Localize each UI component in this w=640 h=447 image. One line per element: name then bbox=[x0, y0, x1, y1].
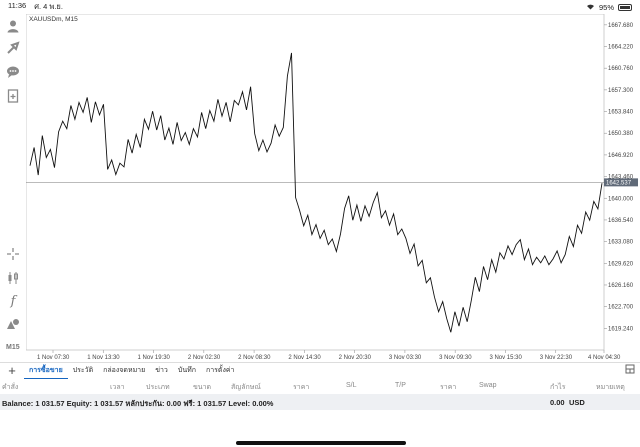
col-type: ประเภท bbox=[146, 384, 170, 391]
y-tick-label: 1626.160 bbox=[608, 283, 634, 289]
col-price-current: ราคา bbox=[440, 384, 457, 391]
col-comment: หมายเหตุ bbox=[596, 384, 625, 391]
x-tick-label: 1 Nov 07:30 bbox=[37, 355, 70, 361]
x-tick-label: 4 Nov 04:30 bbox=[588, 355, 621, 361]
bottom-tabs: + การซื้อขาย ประวัติ กล่องจดหมาย ข่าว บั… bbox=[0, 362, 640, 379]
x-tick-label: 1 Nov 19:30 bbox=[138, 355, 171, 361]
col-price: ราคา bbox=[293, 384, 310, 391]
objects-icon[interactable] bbox=[5, 316, 21, 332]
y-tick-label: 1657.300 bbox=[608, 88, 634, 94]
x-tick-label: 3 Nov 22:30 bbox=[540, 355, 573, 361]
wifi-icon bbox=[586, 3, 595, 12]
candles-icon[interactable] bbox=[5, 270, 21, 286]
col-profit: กำไร bbox=[550, 384, 566, 391]
x-tick-label: 2 Nov 20:30 bbox=[339, 355, 372, 361]
status-time: 11:36 bbox=[8, 1, 27, 10]
x-tick-label: 1 Nov 13:30 bbox=[87, 355, 120, 361]
col-order: คำสั่ง bbox=[2, 384, 19, 391]
status-date: ศ. 4 พ.ย. bbox=[34, 2, 63, 11]
x-tick-label: 3 Nov 15:30 bbox=[489, 355, 522, 361]
user-icon[interactable] bbox=[5, 18, 21, 34]
col-swap: Swap bbox=[479, 382, 497, 389]
y-tick-label: 1660.760 bbox=[608, 66, 634, 72]
x-tick-label: 2 Nov 14:30 bbox=[288, 355, 321, 361]
trade-table-header: คำสั่ง เวลา ประเภท ขนาด สัญลักษณ์ ราคา S… bbox=[0, 379, 640, 393]
current-price-text: 1642.537 bbox=[606, 180, 632, 186]
home-indicator bbox=[236, 441, 406, 445]
chart-canvas[interactable]: XAUUSDm, M15 1667.680 1664.220 1660.760 165… bbox=[26, 14, 640, 364]
y-tick-label: 1633.080 bbox=[608, 240, 634, 246]
crosshair-icon[interactable] bbox=[5, 246, 21, 262]
x-tick-label: 2 Nov 02:30 bbox=[188, 355, 221, 361]
y-tick-label: 1640.000 bbox=[608, 196, 634, 202]
symbol-label: XAUUSDm, M15 bbox=[29, 16, 78, 23]
status-bar: 11:36 ศ. 4 พ.ย. 95% bbox=[0, 0, 640, 14]
y-tick-label: 1619.240 bbox=[608, 326, 634, 332]
tab-journal[interactable]: บันทึก bbox=[177, 366, 196, 374]
col-time: เวลา bbox=[110, 384, 125, 391]
tab-history[interactable]: ประวัติ bbox=[72, 366, 94, 374]
price-chart[interactable]: XAUUSDm, M15 1667.680 1664.220 1660.760 165… bbox=[26, 14, 640, 364]
price-series-line bbox=[29, 52, 603, 333]
y-tick-label: 1646.920 bbox=[608, 153, 634, 159]
tab-settings[interactable]: การตั้งค่า bbox=[205, 366, 235, 374]
add-order-button[interactable]: + bbox=[8, 363, 16, 378]
y-tick-label: 1664.220 bbox=[608, 45, 634, 51]
account-summary: Balance: 1 031.57 Equity: 1 031.57 หลักป… bbox=[2, 399, 274, 408]
timeframe-label: M15 bbox=[6, 344, 20, 351]
tab-mailbox[interactable]: กล่องจดหมาย bbox=[103, 366, 146, 374]
y-tick-label: 1643.460 bbox=[608, 175, 634, 181]
current-price-tag bbox=[604, 178, 638, 187]
account-currency: USD bbox=[569, 398, 585, 407]
x-tick-label: 2 Nov 08:30 bbox=[238, 355, 271, 361]
battery-percent: 95% bbox=[598, 2, 614, 12]
tab-news[interactable]: ข่าว bbox=[155, 366, 168, 374]
account-summary-row: Balance: 1 031.57 Equity: 1 031.57 หลักป… bbox=[0, 394, 640, 410]
panel-toggle-icon[interactable] bbox=[620, 364, 640, 377]
y-tick-label: 1636.540 bbox=[608, 218, 634, 224]
battery-icon bbox=[618, 3, 632, 11]
left-toolbar: f bbox=[0, 14, 26, 364]
y-tick-label: 1622.700 bbox=[608, 305, 634, 311]
col-volume: ขนาด bbox=[193, 384, 212, 391]
y-tick-label: 1653.840 bbox=[608, 110, 634, 116]
col-sl: S/L bbox=[346, 382, 357, 389]
y-tick-label: 1629.620 bbox=[608, 261, 634, 267]
col-tp: T/P bbox=[395, 382, 406, 389]
total-profit: 0.00 bbox=[550, 398, 565, 407]
x-tick-label: 3 Nov 03:30 bbox=[389, 355, 422, 361]
y-tick-label: 1667.680 bbox=[608, 23, 634, 29]
col-symbol: สัญลักษณ์ bbox=[231, 384, 261, 391]
tab-trade[interactable]: การซื้อขาย bbox=[24, 363, 68, 379]
chat-icon[interactable] bbox=[5, 64, 21, 80]
document-icon[interactable] bbox=[5, 88, 21, 104]
y-tick-label: 1650.380 bbox=[608, 131, 634, 137]
indicator-icon[interactable]: f bbox=[10, 293, 16, 309]
x-tick-label: 3 Nov 09:30 bbox=[439, 355, 472, 361]
signal-icon[interactable] bbox=[5, 40, 21, 56]
